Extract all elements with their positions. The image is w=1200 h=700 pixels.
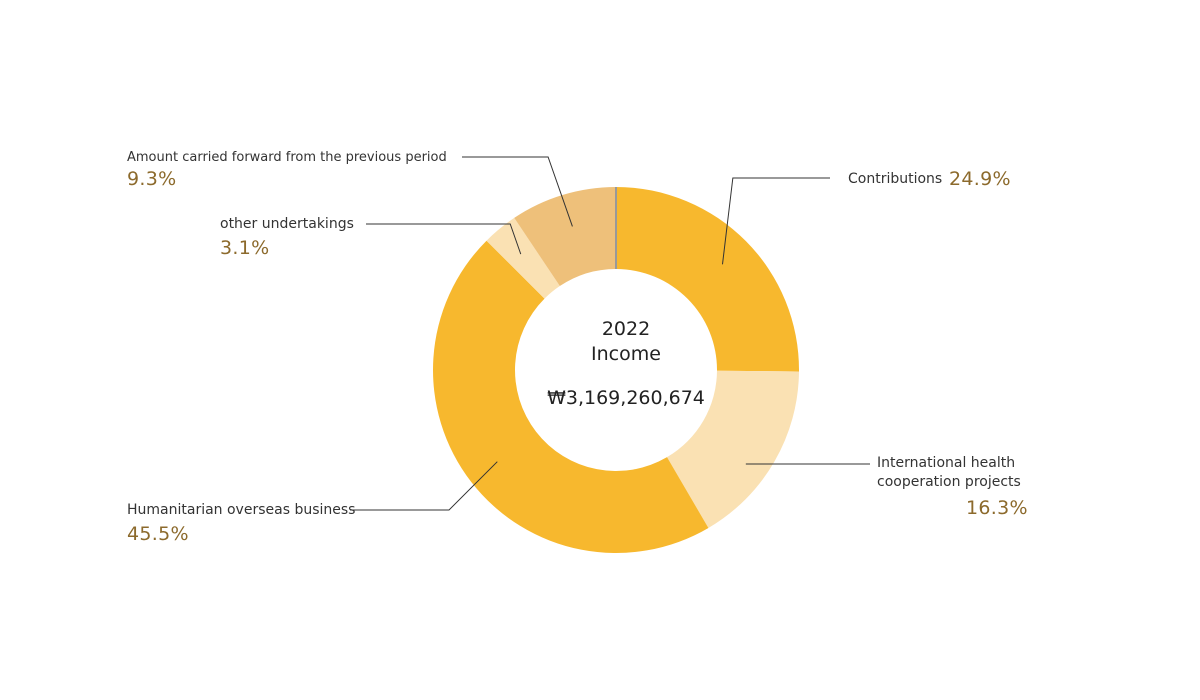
slice-label-contributions: Contributions: [848, 171, 943, 187]
slice-label-carried-forward: Amount carried forward from the previous…: [127, 150, 447, 165]
slice-value-humanitarian: 45.5%: [127, 523, 189, 545]
center-year: 2022: [601, 318, 651, 340]
slice-value-international-health: 16.3%: [966, 497, 1028, 519]
center-caption: Income: [591, 343, 661, 365]
slice-carried-forward: [514, 187, 616, 287]
slice-value-carried-forward: 9.3%: [127, 168, 177, 190]
slice-label-humanitarian: Humanitarian overseas business: [127, 502, 356, 518]
slice-humanitarian: [433, 240, 709, 553]
slice-value-contributions: 24.9%: [949, 168, 1011, 190]
leader-line-carried-forward: [462, 156, 573, 227]
leader-line-other-undertakings: [366, 223, 522, 255]
leader-line-contributions: [721, 177, 830, 265]
slice-other-undertakings: [486, 217, 560, 299]
slice-label-international-health: International health cooperation project…: [877, 455, 1021, 490]
slice-label-other-undertakings: other undertakings: [220, 216, 354, 232]
slice-value-other-undertakings: 3.1%: [220, 237, 270, 259]
slice-international-health: [667, 370, 799, 528]
leader-lines: [350, 156, 870, 511]
center-total: ₩3,169,260,674: [547, 387, 705, 409]
donut-slices: [433, 187, 799, 553]
slice-contributions: [616, 187, 799, 372]
leader-line-humanitarian: [350, 461, 498, 511]
